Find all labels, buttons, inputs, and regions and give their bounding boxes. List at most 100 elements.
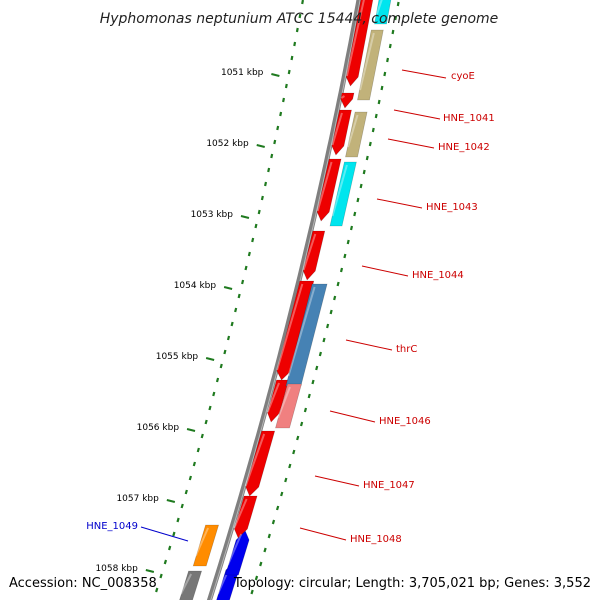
guide-dot-right: [303, 407, 308, 413]
backbone-highlight: [210, 0, 361, 600]
guide-dot-right: [254, 575, 259, 581]
guide-dot-right: [292, 449, 296, 455]
gene-features: [179, 0, 392, 600]
guide-dot-left: [247, 251, 251, 257]
guide-dot-right: [296, 435, 300, 441]
gene-feature-khaki: [345, 111, 368, 158]
guide-dot-right: [288, 463, 292, 469]
gene-leader-line: [345, 339, 393, 351]
guide-dot-left: [204, 419, 208, 425]
guide-dot-left: [200, 433, 204, 439]
guide-dot-left: [176, 517, 180, 523]
guide-dot-right: [346, 239, 350, 245]
gene-label: HNE_1046: [379, 416, 431, 427]
guide-dot-right: [339, 267, 344, 273]
gene-feature-gray-shine: [179, 573, 193, 595]
guide-dot-left: [251, 237, 255, 243]
guide-dot-right: [394, 15, 398, 21]
guide-dot-left: [270, 153, 274, 159]
gene-feature-cyan-shine: [376, 0, 383, 15]
kbp-tick-label: 1053 kbp: [191, 210, 234, 220]
kbp-tick-label: 1057 kbp: [116, 494, 159, 504]
guide-dot-left: [273, 139, 277, 145]
gene-feature-red: [340, 92, 355, 109]
dotted-guides: [155, 0, 400, 595]
gene-label: thrC: [396, 344, 417, 355]
gene-feature-cyan: [329, 161, 357, 227]
guide-dot-left: [293, 41, 297, 47]
guide-dot-left: [301, 0, 304, 5]
guide-dot-left: [237, 293, 241, 299]
backbone: [206, 0, 362, 600]
gene-feature-red-shine: [244, 433, 266, 487]
guide-dot-right: [326, 323, 330, 329]
gene-feature-orange-shine: [194, 527, 209, 557]
guide-dot-right: [280, 491, 284, 497]
guide-dot-left: [298, 13, 302, 19]
gene-feature-gray: [179, 570, 203, 600]
guide-dot-left: [223, 349, 227, 355]
guide-dot-left: [284, 83, 288, 89]
gene-feature-blue-shine: [226, 533, 243, 566]
kbp-ticks: 1051 kbp 1052 kbp 1053 kbp 1054 kbp 1055 kbp…: [95, 68, 280, 574]
gene-leader-line: [314, 475, 360, 487]
genome-summary-text: Topology: circular; Length: 3,705,021 bp…: [233, 576, 591, 591]
kbp-tick-label: 1056 kbp: [137, 423, 180, 433]
kbp-tick-mark: [223, 286, 233, 290]
gene-feature-khaki: [357, 29, 384, 101]
guide-dot-left: [180, 503, 184, 509]
guide-dot-right: [329, 309, 333, 315]
backbone-line: [206, 0, 362, 600]
guide-dot-right: [368, 141, 372, 147]
guide-dot-right: [318, 351, 322, 357]
kbp-tick-mark: [145, 569, 155, 573]
guide-dot-right: [336, 281, 340, 287]
kbp-tick-mark: [166, 499, 176, 503]
guide-dot-left: [163, 559, 168, 565]
gene-label: HNE_1043: [426, 202, 478, 213]
guide-dot-left: [276, 125, 280, 131]
gene-leader-line: [376, 198, 423, 209]
guide-dot-right: [391, 29, 395, 35]
gene-feature-orange: [192, 524, 220, 567]
guide-dot-right: [371, 127, 375, 133]
kbp-tick-mark: [240, 215, 250, 219]
guide-dot-right: [380, 85, 384, 91]
guide-dot-left: [159, 573, 163, 579]
guide-dot-right: [307, 393, 311, 399]
kbp-tick-label: 1054 kbp: [174, 281, 217, 291]
guide-dot-left: [290, 55, 294, 61]
gene-feature-red: [267, 379, 289, 423]
guide-dot-right: [359, 183, 363, 189]
kbp-tick-mark: [186, 428, 196, 432]
gene-feature-blue: [224, 530, 250, 576]
guide-dot-right: [250, 589, 254, 595]
guide-dot-right: [263, 547, 267, 553]
guide-dot-left: [234, 307, 238, 313]
gene-feature-red-shine: [302, 233, 317, 271]
gene-feature-cyan: [374, 0, 392, 25]
guide-dot-left: [267, 167, 271, 173]
gene-feature-red-shine: [276, 283, 304, 371]
guide-dot-left: [172, 531, 176, 537]
gene-leader-line: [387, 138, 435, 149]
guide-dot-left: [188, 475, 192, 481]
guide-dot-left: [257, 209, 261, 215]
guide-dot-right: [299, 421, 304, 427]
gene-feature-red: [316, 158, 342, 222]
guide-dot-right: [386, 57, 390, 63]
gene-feature-red-shine: [340, 95, 346, 99]
guide-dot-left: [196, 447, 200, 453]
guide-dot-left: [244, 265, 248, 271]
guide-dot-left: [212, 391, 216, 397]
kbp-tick-label: 1058 kbp: [95, 564, 138, 574]
gene-feature-red-shine: [316, 161, 333, 212]
gene-label: HNE_1044: [412, 270, 464, 281]
gene-leader-line: [140, 526, 189, 542]
guide-dot-right: [343, 253, 347, 259]
gene-feature-pink-shine: [277, 386, 291, 419]
guide-dot-right: [377, 99, 381, 105]
gene-leader-line: [299, 527, 347, 541]
guide-dot-left: [215, 377, 220, 383]
gene-feature-khaki-shine: [347, 114, 359, 148]
